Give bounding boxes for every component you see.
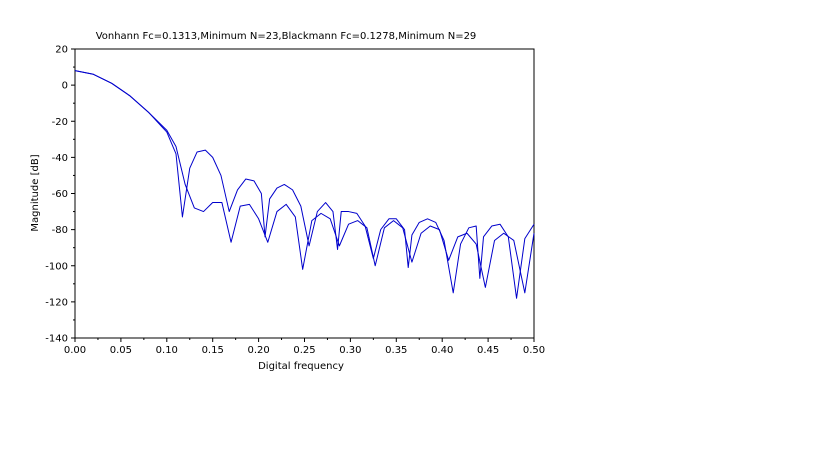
x-tick-label: 0.35 [385,345,407,356]
y-tick-label: -120 [45,297,68,308]
x-tick-label: 0.15 [202,345,224,356]
y-tick-label: -40 [52,153,68,164]
y-tick-label: 0 [62,81,68,92]
y-tick-label: -60 [52,189,68,200]
x-tick-label: 0.00 [64,345,86,356]
x-tick-label: 0.05 [110,345,132,356]
y-tick-label: -140 [45,334,68,345]
x-axis: 0.00 0.05 0.10 0.15 0.20 0.25 0.30 0.35 0.40 0.45… [64,338,545,356]
x-tick-label: 0.45 [477,345,499,356]
x-tick-label: 0.40 [431,345,453,356]
x-tick-label: 0.50 [523,345,545,356]
y-axis-title: Magnitude [dB] [30,154,41,231]
series-line-1 [74,70,535,299]
series-line-2 [74,70,535,294]
chart-title: Vonhann Fc=0.1313,Minimum N=23,Blackmann… [96,31,477,42]
y-tick-label: -20 [52,117,68,128]
x-tick-label: 0.20 [247,345,269,356]
series-group [74,70,535,299]
x-tick-label: 0.10 [156,345,178,356]
x-tick-label: 0.25 [293,345,315,356]
plot-frame [74,48,535,339]
y-axis: 20 0 -20 -40 -60 -80 -100 -120 -140 [45,45,75,345]
y-tick-label: 20 [55,45,68,56]
x-tick-label: 0.30 [339,345,361,356]
x-axis-title: Digital frequency [258,361,344,372]
y-tick-label: -100 [45,261,68,272]
y-tick-label: -80 [52,225,68,236]
